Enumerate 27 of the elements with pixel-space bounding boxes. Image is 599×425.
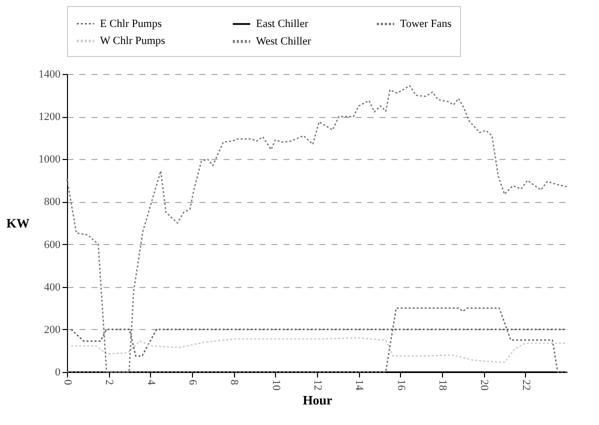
y-tick-label: 600: [44, 238, 61, 251]
x-tick-label: 22: [520, 380, 532, 390]
x-tick-label: 10: [270, 380, 282, 391]
x-tick-label: 8: [228, 380, 240, 386]
legend-label: W Chlr Pumps: [100, 35, 166, 47]
legend-label: Tower Fans: [400, 18, 452, 30]
line-series: [70, 337, 568, 364]
x-tick-label: 2: [103, 380, 116, 385]
legend-label: West Chiller: [256, 36, 312, 48]
x-tick-label: 20: [478, 380, 490, 391]
x-tick-label: 0: [62, 380, 74, 386]
legend-label: E Chlr Pumps: [100, 18, 162, 30]
x-tick-label: 12: [312, 380, 324, 390]
legend-label: East Chiller: [256, 18, 309, 30]
x-tick-label: 6: [186, 380, 198, 386]
y-tick-label: 800: [44, 196, 61, 208]
y-tick-label: 1400: [38, 68, 61, 80]
y-axis-title: KW: [6, 216, 30, 230]
x-tick-label: 14: [353, 380, 366, 391]
y-tick-label: 1200: [38, 111, 61, 124]
y-tick-label: 400: [44, 281, 61, 294]
y-tick-label: 1000: [38, 154, 61, 166]
x-tick-label: 4: [144, 380, 157, 386]
y-tick-label: 200: [44, 324, 61, 336]
x-tick-label: 18: [436, 380, 448, 391]
x-tick-label: 16: [394, 380, 407, 391]
x-axis-title: Hour: [302, 392, 333, 408]
